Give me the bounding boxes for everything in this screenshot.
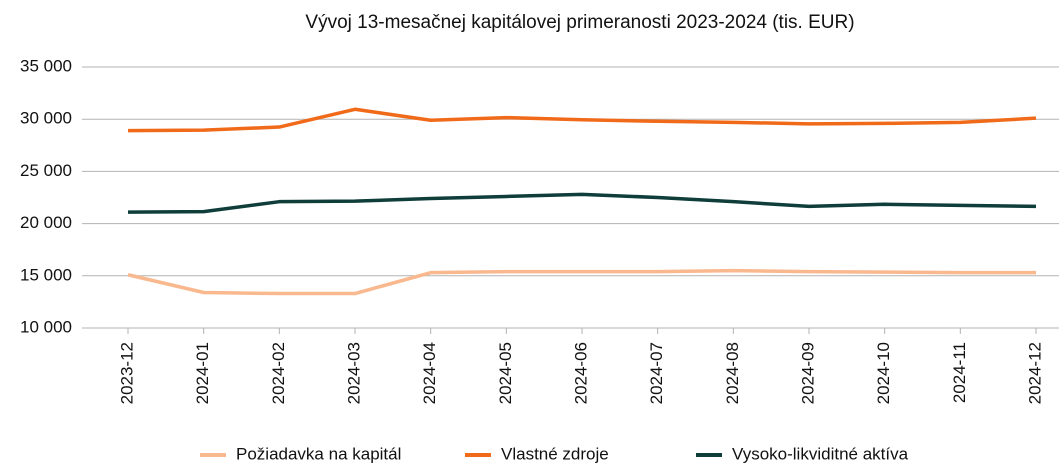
x-tick-label: 2024-02 — [269, 342, 288, 404]
x-tick-label: 2024-09 — [798, 342, 817, 404]
y-tick-label: 35 000 — [20, 56, 72, 75]
x-tick-label: 2024-06 — [571, 342, 590, 404]
legend-label: Vlastné zdroje — [501, 444, 609, 463]
y-tick-label: 10 000 — [20, 317, 72, 336]
x-tick-label: 2024-03 — [344, 342, 363, 404]
x-tick-label: 2024-05 — [496, 342, 515, 404]
legend-label: Vysoko-likviditné aktíva — [732, 444, 909, 463]
x-tick-label: 2024-12 — [1025, 342, 1044, 404]
series-line — [127, 268, 1036, 296]
x-tick-label: 2023-12 — [117, 342, 136, 404]
series-line — [127, 107, 1037, 133]
x-tick-label: 2024-08 — [723, 342, 742, 404]
x-tick-label: 2024-07 — [647, 342, 666, 404]
chart-title: Vývoj 13-mesačnej kapitálovej primeranos… — [305, 12, 854, 33]
x-tick-label: 2024-11 — [950, 342, 969, 403]
y-tick-label: 25 000 — [20, 161, 72, 180]
series-line — [127, 192, 1037, 214]
y-tick-label: 20 000 — [20, 213, 72, 232]
y-tick-label: 15 000 — [20, 265, 72, 284]
y-tick-label: 30 000 — [20, 109, 72, 128]
x-tick-label: 2024-04 — [420, 342, 439, 404]
x-tick-label: 2024-01 — [193, 342, 212, 404]
legend-label: Požiadavka na kapitál — [236, 444, 401, 463]
x-tick-label: 2024-10 — [874, 342, 893, 404]
